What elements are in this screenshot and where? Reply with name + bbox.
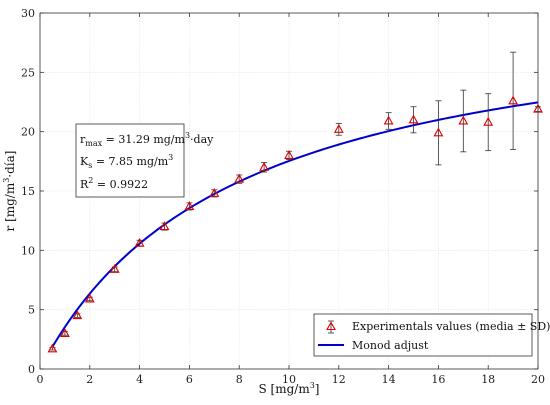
triangle-marker [109, 263, 120, 273]
data-point [458, 89, 469, 153]
triangle-marker [483, 116, 494, 126]
data-point [72, 310, 83, 320]
data-point [333, 122, 344, 136]
data-point [408, 106, 419, 134]
data-point [209, 188, 220, 198]
triangle-marker [234, 173, 245, 183]
data-point [508, 51, 519, 150]
x-tick-label: 6 [186, 373, 193, 386]
triangle-marker [47, 343, 58, 353]
data-point [59, 328, 70, 337]
triangle-marker [59, 328, 70, 337]
y-axis-ticks: 0 5 10 15 20 25 30 [21, 7, 538, 376]
fit-parameters-box: rmax = 31.29 mg/m3·day Ks = 7.85 mg/m3 R… [75, 123, 214, 198]
y-tick-label: 5 [28, 304, 35, 317]
y-tick-label: 15 [21, 185, 35, 198]
triangle-marker [184, 201, 195, 210]
data-point [234, 173, 245, 184]
legend-label-monod: Monod adjust [352, 339, 429, 352]
triangle-marker [259, 161, 270, 171]
triangle-marker [84, 293, 95, 303]
x-tick-label: 18 [481, 373, 495, 386]
y-tick-label: 0 [28, 363, 35, 376]
x-axis-ticks: 0 2 4 6 8 10 12 14 16 18 20 [37, 13, 545, 386]
data-point [159, 221, 170, 231]
data-point [47, 343, 58, 353]
x-tick-label: 12 [332, 373, 346, 386]
triangle-marker [508, 95, 519, 105]
legend-marker-experimental [326, 320, 336, 334]
data-point [259, 161, 270, 173]
x-tick-label: 8 [236, 373, 243, 386]
triangle-marker [408, 114, 419, 124]
x-tick-label: 0 [37, 373, 44, 386]
legend: Experimentals values (media ± SD) Monod … [313, 313, 550, 357]
monod-curve-layer [51, 101, 539, 348]
y-tick-label: 20 [21, 126, 35, 139]
triangle-marker [458, 115, 469, 125]
y-tick-label: 30 [21, 7, 35, 20]
x-axis-label: S [mg/m3] [259, 381, 320, 396]
y-tick-label: 25 [21, 66, 35, 79]
x-tick-label: 16 [431, 373, 445, 386]
x-tick-label: 4 [136, 373, 143, 386]
data-point [284, 150, 294, 160]
triangle-marker [333, 123, 344, 133]
data-point [84, 293, 95, 303]
x-tick-label: 2 [86, 373, 93, 386]
data-point [184, 201, 195, 211]
rmax-annotation: rmax = 31.29 mg/m3·day [80, 131, 214, 148]
triangle-marker [284, 150, 294, 159]
legend-label-experimental: Experimentals values (media ± SD) [352, 320, 550, 333]
legend-frame [313, 313, 533, 357]
r2-annotation: R2 = 0.9922 [80, 176, 148, 191]
fit-parameters-frame [75, 123, 185, 198]
triangle-marker [383, 115, 394, 125]
data-point [433, 100, 444, 166]
data-point [483, 93, 494, 152]
triangle-marker [134, 237, 145, 247]
y-axis-label: r [mg/m3·día] [2, 151, 17, 232]
x-tick-label: 10 [282, 373, 296, 386]
triangle-marker [72, 310, 83, 320]
data-point [109, 263, 120, 273]
data-point [134, 237, 145, 247]
monod-curve-line [51, 101, 539, 348]
x-tick-label: 14 [382, 373, 396, 386]
ks-annotation: Ks = 7.85 mg/m3 [80, 153, 173, 170]
triangle-marker [159, 221, 170, 231]
triangle-marker [209, 188, 220, 197]
y-tick-label: 10 [21, 244, 35, 257]
data-point [383, 112, 394, 130]
triangle-marker [433, 127, 444, 137]
x-tick-label: 20 [531, 373, 545, 386]
